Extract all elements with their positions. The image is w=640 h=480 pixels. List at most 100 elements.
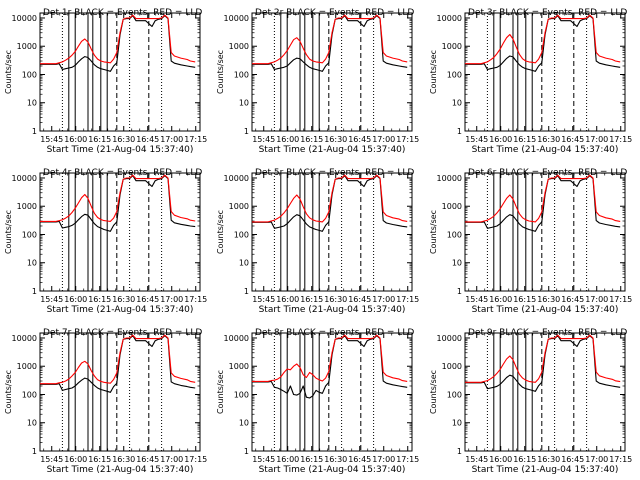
x-tick-label: 16:15 <box>513 135 536 144</box>
plot-frame <box>251 172 413 292</box>
panel-1: Det 1r BLACK = Events, RED = LLD 1 10 100 10… <box>4 8 207 155</box>
x-tick-label: 16:15 <box>88 455 111 464</box>
y-axis-title: Counts/sec <box>429 210 438 254</box>
y-axis-title: Counts/sec <box>216 370 225 414</box>
x-tick-label: 16:45 <box>561 295 584 304</box>
y-tick-label: 10 <box>452 99 462 108</box>
y-tick-label: 100 <box>22 230 37 239</box>
series-group <box>40 174 196 232</box>
panel-title: Det 3r BLACK = Events, RED = LLD <box>468 8 627 18</box>
x-tick-label: 16:00 <box>276 135 299 144</box>
x-tick-label: 15:45 <box>465 295 488 304</box>
panel-8: Det 8r BLACK = Events, RED = LLD 1 10 100 10… <box>216 328 419 475</box>
x-tick-label: 17:00 <box>160 135 183 144</box>
y-tick-label: 100 <box>22 70 37 79</box>
x-tick-label: 17:15 <box>396 135 419 144</box>
series-group <box>40 334 196 393</box>
x-axis-title: Start Time (21-Aug-04 15:37:40) <box>472 305 619 315</box>
x-axis-title: Start Time (21-Aug-04 15:37:40) <box>259 465 406 475</box>
series-line-red <box>252 14 408 65</box>
x-tick-label: 17:00 <box>585 135 608 144</box>
y-tick-label: 100 <box>22 390 37 399</box>
y-tick-label: 10000 <box>12 174 37 183</box>
panel-title: Det 5r BLACK = Events, RED = LLD <box>255 168 414 178</box>
x-tick-label: 16:15 <box>513 455 536 464</box>
x-axis-title: Start Time (21-Aug-04 15:37:40) <box>47 145 194 155</box>
y-tick-label: 10000 <box>224 174 249 183</box>
plot-frame <box>251 332 413 452</box>
x-tick-label: 16:15 <box>88 135 111 144</box>
series-line-red <box>252 174 408 223</box>
y-tick-label: 1 <box>457 447 462 456</box>
x-tick-label: 17:15 <box>396 455 419 464</box>
panel-title: Det 8r BLACK = Events, RED = LLD <box>255 328 414 338</box>
x-tick-label: 16:00 <box>64 455 87 464</box>
x-tick-label: 16:00 <box>64 295 87 304</box>
x-tick-label: 17:00 <box>372 295 395 304</box>
y-axis-title: Counts/sec <box>216 210 225 254</box>
x-axis-title: Start Time (21-Aug-04 15:37:40) <box>472 145 619 155</box>
y-tick-label: 100 <box>447 70 462 79</box>
x-tick-label: 16:45 <box>348 455 371 464</box>
panel-title: Det 1r BLACK = Events, RED = LLD <box>43 8 202 18</box>
plot-frame <box>464 12 626 132</box>
x-tick-label: 16:45 <box>136 295 159 304</box>
x-tick-label: 17:00 <box>372 455 395 464</box>
x-tick-label: 16:45 <box>348 295 371 304</box>
y-tick-label: 100 <box>234 230 249 239</box>
x-tick-label: 15:45 <box>465 135 488 144</box>
y-tick-label: 1 <box>244 287 249 296</box>
x-tick-label: 15:45 <box>40 135 63 144</box>
plot-frame <box>464 332 626 452</box>
series-group <box>252 14 408 72</box>
y-tick-label: 1000 <box>17 202 37 211</box>
y-tick-label: 10 <box>27 419 37 428</box>
y-axis-title: Counts/sec <box>4 50 13 94</box>
panel-9: Det 9r BLACK = Events, RED = LLD 1 10 100 10… <box>429 328 632 475</box>
plot-frame <box>39 12 201 132</box>
series-group <box>252 334 408 399</box>
x-tick-label: 16:15 <box>88 295 111 304</box>
series-line-black <box>40 175 196 232</box>
plot-frame <box>39 332 201 452</box>
y-tick-label: 1 <box>32 287 37 296</box>
series-line-red <box>252 334 408 382</box>
y-axis-title: Counts/sec <box>429 50 438 94</box>
y-tick-label: 10000 <box>224 334 249 343</box>
x-tick-label: 16:00 <box>276 295 299 304</box>
series-line-black <box>40 335 196 393</box>
x-tick-label: 17:15 <box>609 455 632 464</box>
panel-4: Det 4r BLACK = Events, RED = LLD 1 10 100 10… <box>4 168 207 315</box>
series-line-red <box>40 14 196 65</box>
x-tick-label: 17:00 <box>372 135 395 144</box>
panel-title: Det 7r BLACK = Events, RED = LLD <box>43 328 202 338</box>
panel-7: Det 7r BLACK = Events, RED = LLD 1 10 100 10… <box>4 328 207 475</box>
series-group <box>252 174 408 232</box>
x-tick-label: 17:15 <box>609 135 632 144</box>
y-tick-label: 1 <box>457 287 462 296</box>
y-tick-label: 10000 <box>437 174 462 183</box>
y-tick-label: 10 <box>452 419 462 428</box>
y-axis-title: Counts/sec <box>4 370 13 414</box>
y-tick-label: 100 <box>234 70 249 79</box>
x-tick-label: 16:30 <box>537 295 560 304</box>
x-tick-label: 16:15 <box>300 455 323 464</box>
x-tick-label: 16:45 <box>136 135 159 144</box>
series-group <box>465 334 621 392</box>
y-tick-label: 1000 <box>442 42 462 51</box>
panel-5: Det 5r BLACK = Events, RED = LLD 1 10 100 10… <box>216 168 419 315</box>
y-tick-label: 1000 <box>442 202 462 211</box>
y-tick-label: 100 <box>447 230 462 239</box>
x-tick-label: 17:15 <box>184 135 207 144</box>
x-tick-label: 16:30 <box>324 135 347 144</box>
y-tick-label: 1000 <box>229 42 249 51</box>
y-tick-label: 1 <box>32 447 37 456</box>
y-tick-label: 1000 <box>229 202 249 211</box>
x-tick-label: 16:30 <box>324 455 347 464</box>
x-tick-label: 16:45 <box>561 135 584 144</box>
y-tick-label: 10000 <box>224 14 249 23</box>
x-tick-label: 16:45 <box>561 455 584 464</box>
y-tick-label: 1000 <box>17 362 37 371</box>
panel-title: Det 6r BLACK = Events, RED = LLD <box>468 168 627 178</box>
y-tick-label: 1000 <box>442 362 462 371</box>
